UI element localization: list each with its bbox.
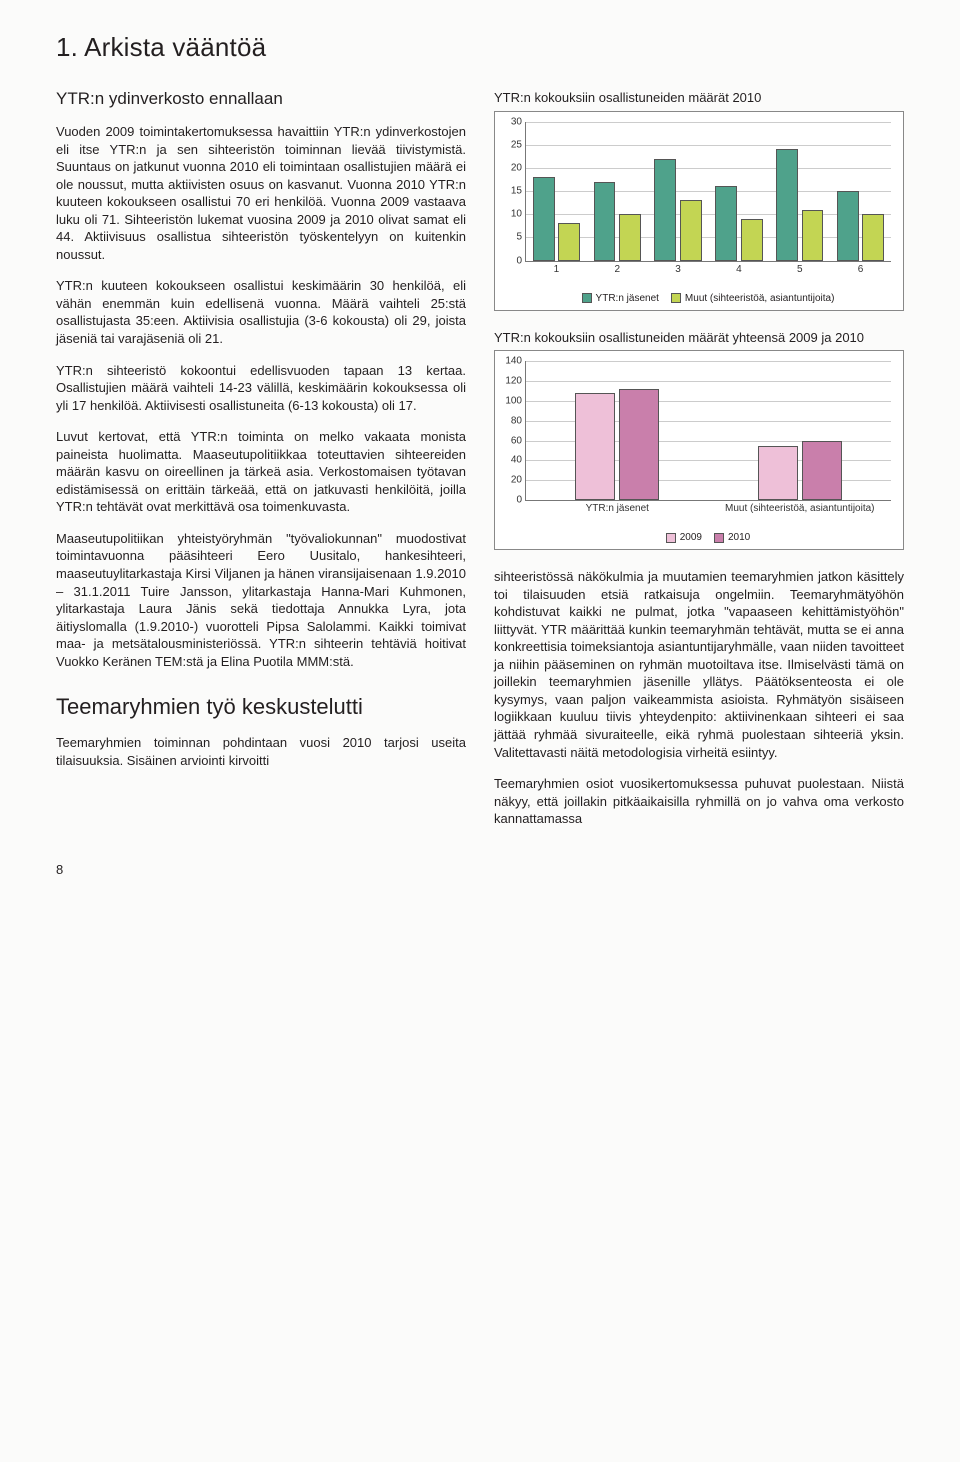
right-column: YTR:n kokouksiin osallistuneiden määrät …	[494, 89, 904, 828]
y-tick-label: 0	[504, 255, 526, 266]
page-title: 1. Arkista vääntöä	[56, 32, 904, 63]
chart2-container: 0 20 40 60 80 100 120 140 YTR:n jäsenet Muut (sih…	[494, 350, 904, 550]
para-4: Luvut kertovat, että YTR:n toiminta on m…	[56, 428, 466, 516]
y-tick-label: 140	[504, 356, 526, 367]
y-tick-label: 100	[504, 395, 526, 406]
bar	[715, 186, 737, 260]
legend-label: 2010	[728, 532, 750, 543]
legend-item: 2010	[714, 532, 750, 543]
legend-swatch	[671, 293, 681, 303]
bar	[862, 214, 884, 260]
two-column-layout: YTR:n ydinverkosto ennallaan Vuoden 2009…	[56, 89, 904, 828]
y-tick-label: 60	[504, 435, 526, 446]
bar	[680, 200, 702, 260]
para-2: YTR:n kuuteen kokoukseen osallistui kesk…	[56, 277, 466, 347]
para-1: Vuoden 2009 toimintakertomuksessa havait…	[56, 123, 466, 263]
subhead-ydinverkosto: YTR:n ydinverkosto ennallaan	[56, 89, 466, 109]
y-tick-label: 5	[504, 232, 526, 243]
y-tick-label: 0	[504, 495, 526, 506]
bar	[741, 219, 763, 261]
chart1-title: YTR:n kokouksiin osallistuneiden määrät …	[494, 89, 904, 107]
bar	[802, 210, 824, 261]
legend-label: YTR:n jäsenet	[596, 293, 659, 304]
y-tick-label: 10	[504, 209, 526, 220]
left-column: YTR:n ydinverkosto ennallaan Vuoden 2009…	[56, 89, 466, 828]
legend-swatch	[714, 533, 724, 543]
para-3: YTR:n sihteeristö kokoontui edellisvuode…	[56, 362, 466, 415]
bar	[654, 159, 676, 261]
subhead-teemaryhmien: Teemaryhmien työ keskustelutti	[56, 694, 466, 720]
x-tick-label: 1	[554, 264, 560, 275]
y-tick-label: 80	[504, 415, 526, 426]
x-tick-label: 2	[614, 264, 620, 275]
legend-label: 2009	[680, 532, 702, 543]
bar	[533, 177, 555, 260]
chart2-plot: 0 20 40 60 80 100 120 140 YTR:n jäsenet Muut (sih…	[501, 357, 897, 547]
x-tick-label: YTR:n jäsenet	[531, 503, 704, 514]
bar	[776, 149, 798, 260]
y-tick-label: 30	[504, 116, 526, 127]
y-tick-label: 120	[504, 375, 526, 386]
y-tick-label: 25	[504, 139, 526, 150]
bar	[594, 182, 616, 261]
y-tick-label: 15	[504, 186, 526, 197]
chart1-plot: 0 5 10 15 20 25 30 1 2 3 4 5 6 YTR:n jäsenet Muut (sih…	[501, 118, 897, 308]
para-5: Maaseutupolitiikan yhteistyöryhmän "työv…	[56, 530, 466, 670]
para-r2: Teemaryhmien osiot vuosikertomuksessa pu…	[494, 775, 904, 828]
bar	[619, 389, 659, 500]
bar	[575, 393, 615, 500]
page-number: 8	[56, 862, 904, 877]
x-tick-label: 3	[675, 264, 681, 275]
legend-swatch	[666, 533, 676, 543]
x-tick-label: Muut (sihteeristöä, asiantuntijoita)	[713, 503, 886, 514]
x-tick-label: 5	[797, 264, 803, 275]
legend-item: YTR:n jäsenet	[582, 293, 659, 304]
x-tick-label: 6	[858, 264, 864, 275]
bar	[837, 191, 859, 261]
bar	[802, 441, 842, 501]
x-tick-label: 4	[736, 264, 742, 275]
bar	[558, 223, 580, 260]
para-6: Teemaryhmien toiminnan pohdintaan vuosi …	[56, 734, 466, 769]
legend-item: 2009	[666, 532, 702, 543]
y-tick-label: 40	[504, 455, 526, 466]
chart2-title: YTR:n kokouksiin osallistuneiden määrät …	[494, 329, 904, 347]
y-tick-label: 20	[504, 475, 526, 486]
bar	[619, 214, 641, 260]
chart1-container: 0 5 10 15 20 25 30 1 2 3 4 5 6 YTR:n jäsenet Muut (sih…	[494, 111, 904, 311]
legend-label: Muut (sihteeristöä, asiantuntijoita)	[685, 293, 835, 304]
y-tick-label: 20	[504, 162, 526, 173]
para-r1: sihteeristössä näkökulmia ja muutamien t…	[494, 568, 904, 761]
bar	[758, 446, 798, 501]
legend-item: Muut (sihteeristöä, asiantuntijoita)	[671, 293, 835, 304]
legend-swatch	[582, 293, 592, 303]
